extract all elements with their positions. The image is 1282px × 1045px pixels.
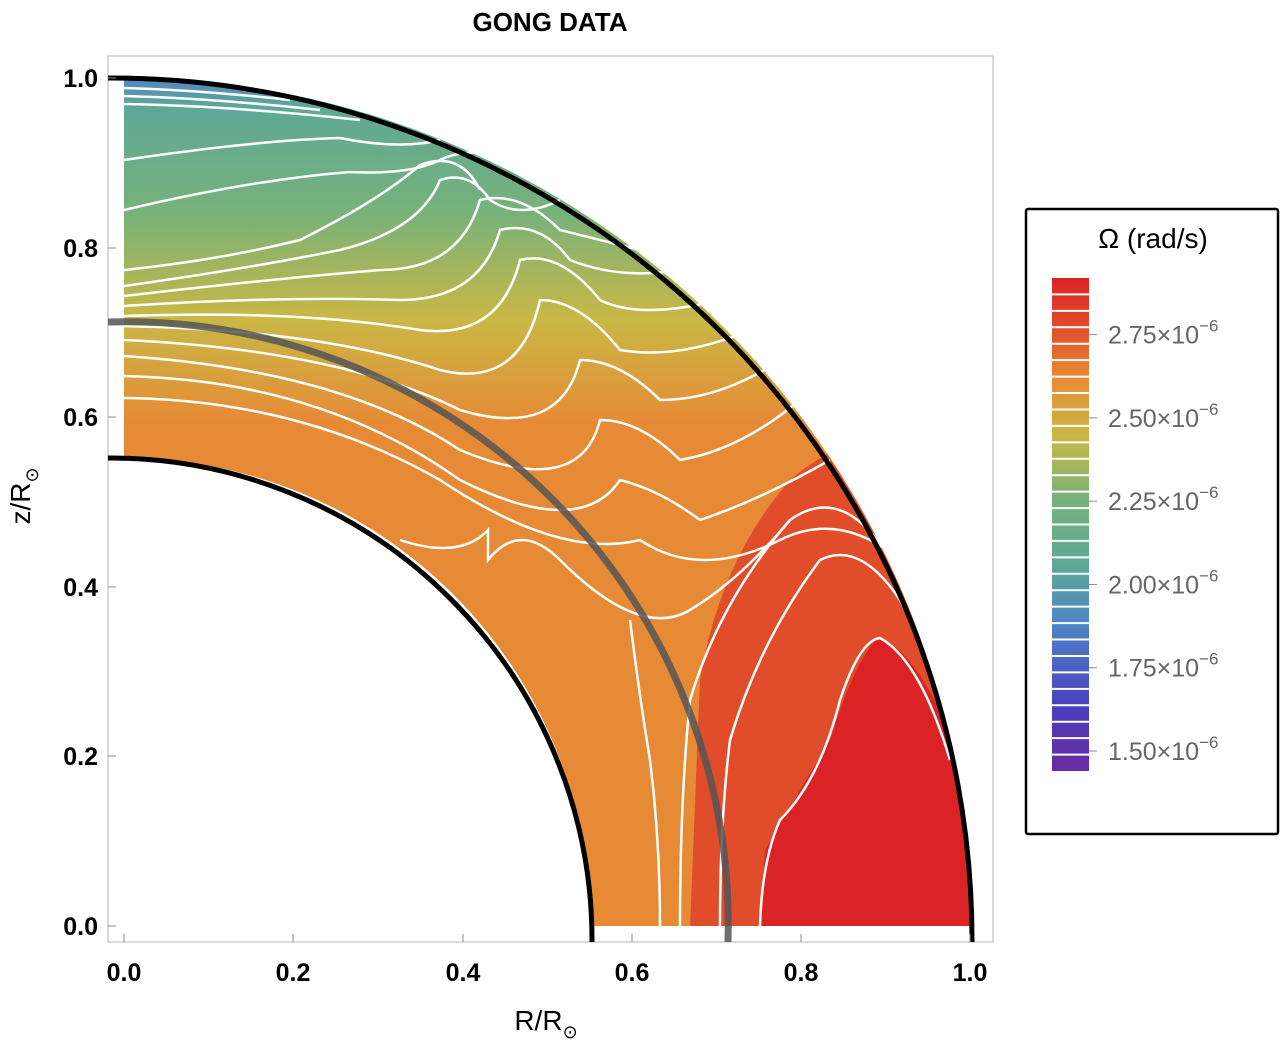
colorbar-tick-mantissa: 2.75×10: [1108, 322, 1199, 350]
contour-line: [124, 226, 681, 308]
x-tick-label: 0.8: [784, 959, 819, 987]
colorbar-tick-label: 1.50×10−6: [1108, 733, 1218, 766]
colorbar-tick-exponent: −6: [1199, 566, 1218, 585]
x-tick-label: 1.0: [953, 959, 988, 987]
colorbar-band-lines: [1052, 293, 1089, 756]
equatorial-maximum-region: [760, 638, 971, 926]
colorbar-tick-label: 2.25×10−6: [1108, 483, 1218, 516]
y-tick-label: 0.4: [63, 574, 98, 602]
contour-line: [758, 636, 952, 926]
y-tick-label: 0.6: [63, 404, 98, 432]
contour-line: [124, 159, 482, 272]
contour-line: [124, 374, 831, 522]
x-axis-label-sub: ⊙: [563, 1022, 578, 1042]
contour-line: [124, 257, 721, 333]
colorbar-tick-exponent: −6: [1199, 650, 1218, 669]
y-tick-label: 0.2: [63, 743, 98, 771]
colorbar-tick-mantissa: 1.75×10: [1108, 655, 1199, 683]
contour-line: [124, 298, 751, 375]
contour-line: [124, 354, 801, 471]
y-axis-label-sub: ⊙: [22, 467, 42, 482]
legend-title: Ω (rad/s): [1098, 223, 1208, 254]
contour-line: [124, 176, 561, 288]
colorbar-tick-label: 2.00×10−6: [1108, 566, 1218, 599]
x-tick-label: 0.0: [107, 959, 142, 987]
contour-line: [124, 102, 361, 122]
colorbar-tick-mantissa: 2.25×10: [1108, 488, 1199, 516]
y-tick-label: 1.0: [63, 65, 98, 93]
x-tick-label: 0.6: [615, 959, 650, 987]
colorbar-tick-exponent: −6: [1199, 733, 1218, 752]
outer-boundary-arc: [107, 75, 975, 943]
colorbar-tick-mantissa: 1.50×10: [1108, 738, 1199, 766]
contour-line: [124, 196, 641, 298]
contour-line: [124, 136, 441, 162]
colorbar-tick-exponent: −6: [1199, 483, 1218, 502]
colorbar-tick-labels: 2.75×10−62.50×10−62.25×10−62.00×10−61.75…: [1089, 317, 1218, 766]
colorbar-tick-label: 2.50×10−6: [1108, 400, 1218, 433]
x-tick-label: 0.4: [446, 959, 481, 987]
x-axis-label: R/R⊙: [514, 1005, 577, 1042]
colorbar-tick-exponent: −6: [1199, 400, 1218, 419]
contour-line: [124, 86, 291, 102]
chart-title: GONG DATA: [472, 7, 627, 37]
y-axis-ticks: 0.0 0.2 0.4 0.6 0.8 1.0: [63, 65, 98, 941]
colorbar-tick-label: 1.75×10−6: [1108, 650, 1218, 683]
y-tick-label: 0.0: [63, 913, 98, 941]
tachocline-arc: [107, 318, 732, 943]
colorbar-legend: Ω (rad/s) 2.75×10−62.50×10−62.25×10−62.0…: [1024, 207, 1280, 836]
contour-line: [124, 94, 321, 112]
colorbar-tick-exponent: −6: [1199, 317, 1218, 336]
x-tick-label: 0.2: [276, 959, 311, 987]
contour-line: [124, 338, 781, 420]
y-tick-label: 0.8: [63, 235, 98, 263]
y-axis-label: z/R⊙: [5, 467, 42, 524]
contour-line: [124, 396, 901, 562]
tick-marks: [108, 77, 971, 942]
contour-line: [628, 619, 662, 926]
y-axis-label-main: z/R: [5, 483, 36, 525]
plot-frame: [107, 55, 994, 943]
inner-boundary-arc: [107, 455, 595, 943]
colorbar-tick-mantissa: 2.00×10: [1108, 571, 1199, 599]
contour-line: [678, 519, 791, 926]
contour-line: [399, 506, 922, 621]
colorbar-tick-mantissa: 2.50×10: [1108, 405, 1199, 433]
x-axis-label-main: R/R: [514, 1005, 562, 1036]
x-axis-ticks: 0.0 0.2 0.4 0.6 0.8 1.0: [107, 959, 988, 987]
colorbar-tick-label: 2.75×10−6: [1108, 317, 1218, 350]
